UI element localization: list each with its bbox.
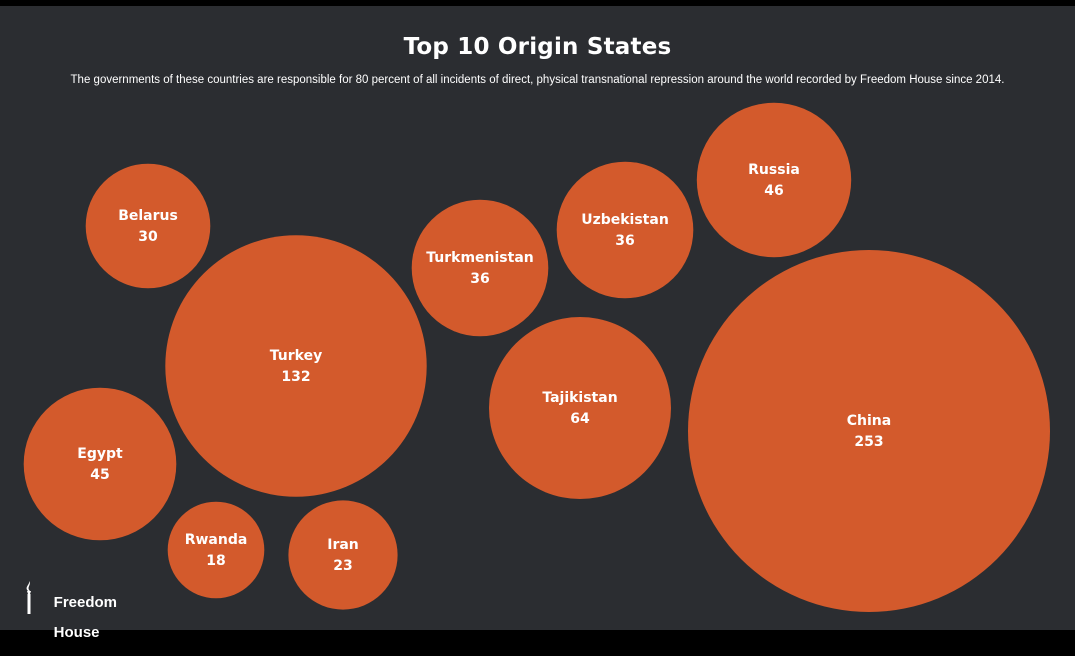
bubble-value-turkmenistan: 36 [470,271,489,287]
bubble-circle-belarus [85,163,211,289]
bubble-label-tajikistan: Tajikistan [542,390,617,406]
chart-title: Top 10 Origin States [403,34,672,60]
bubble-rwanda: Rwanda 18 [167,501,265,599]
bubble-value-turkey: 132 [281,369,310,385]
bubble-label-iran: Iran [327,537,359,553]
bubble-chart: Belarus 30 Turkey 132 Egypt 45 Rwanda 18 Iran 23 T… [23,102,1050,612]
bubble-belarus: Belarus 30 [85,163,211,289]
bubble-value-tajikistan: 64 [570,411,590,427]
bubble-label-egypt: Egypt [77,446,123,462]
bubble-value-iran: 23 [333,558,352,574]
bubble-uzbekistan: Uzbekistan 36 [556,161,694,299]
bubble-circle-tajikistan [489,317,671,499]
bubble-value-belarus: 30 [138,229,158,245]
bubble-tajikistan: Tajikistan 64 [489,317,671,499]
bubble-turkmenistan: Turkmenistan 36 [411,199,549,337]
bubble-circle-china [688,250,1050,612]
bubble-circle-rwanda [167,501,265,599]
bubble-value-china: 253 [854,434,883,450]
bubble-china: China 253 [688,250,1050,612]
bubble-iran: Iran 23 [288,500,398,610]
bubble-label-turkey: Turkey [270,348,322,364]
bubble-circle-uzbekistan [556,161,694,299]
bubble-label-turkmenistan: Turkmenistan [426,250,533,266]
bubble-egypt: Egypt 45 [23,387,177,541]
bubble-value-egypt: 45 [90,467,109,483]
torch-icon [26,581,31,614]
freedom-house-logo: Freedom House [22,580,122,640]
chart-subtitle: The governments of these countries are r… [70,74,1005,86]
bubble-value-rwanda: 18 [206,553,225,569]
bubble-circle-russia [696,102,852,258]
logo-line1: Freedom [53,594,118,611]
bubble-circle-turkmenistan [411,199,549,337]
bubble-circle-iran [288,500,398,610]
bubble-label-belarus: Belarus [118,208,178,224]
bubble-value-russia: 46 [764,183,783,199]
bubble-circle-turkey [165,235,427,497]
bubble-turkey: Turkey 132 [165,235,427,497]
bubble-russia: Russia 46 [696,102,852,258]
logo-line2: House [53,624,100,641]
bubble-circle-egypt [23,387,177,541]
bubble-label-russia: Russia [748,162,800,178]
bubble-label-china: China [847,413,891,429]
bubble-value-uzbekistan: 36 [615,233,634,249]
bubble-label-rwanda: Rwanda [185,532,248,548]
bubble-label-uzbekistan: Uzbekistan [581,212,669,228]
